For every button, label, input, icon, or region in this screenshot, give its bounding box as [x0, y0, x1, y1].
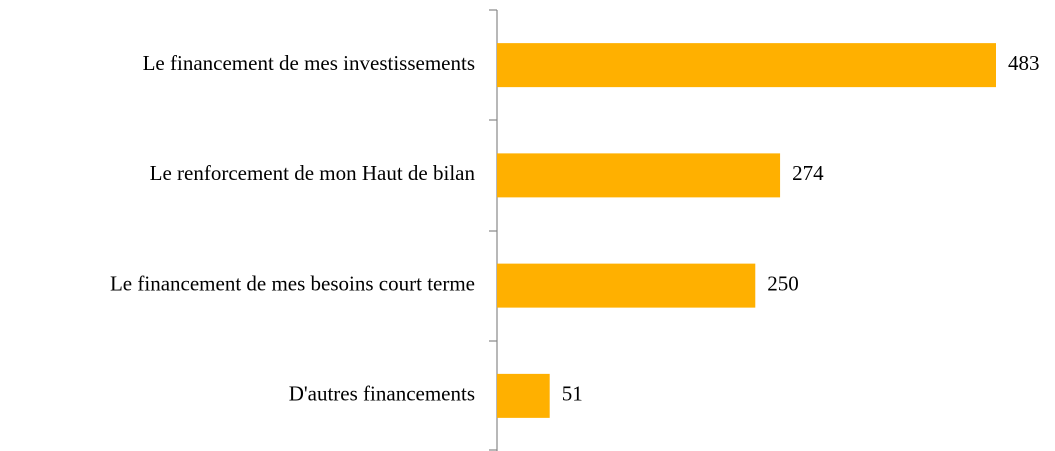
bar	[497, 153, 781, 198]
bar	[497, 263, 756, 308]
value-label: 51	[562, 382, 583, 406]
category-label: D'autres financements	[289, 382, 475, 406]
category-label: Le financement de mes investissements	[143, 51, 475, 75]
value-label: 483	[1008, 51, 1040, 75]
bar	[497, 43, 996, 88]
value-label: 250	[767, 271, 799, 295]
bar	[497, 373, 550, 418]
category-label: Le renforcement de mon Haut de bilan	[150, 161, 476, 185]
value-label: 274	[792, 161, 824, 185]
category-label: Le financement de mes besoins court term…	[110, 271, 475, 295]
